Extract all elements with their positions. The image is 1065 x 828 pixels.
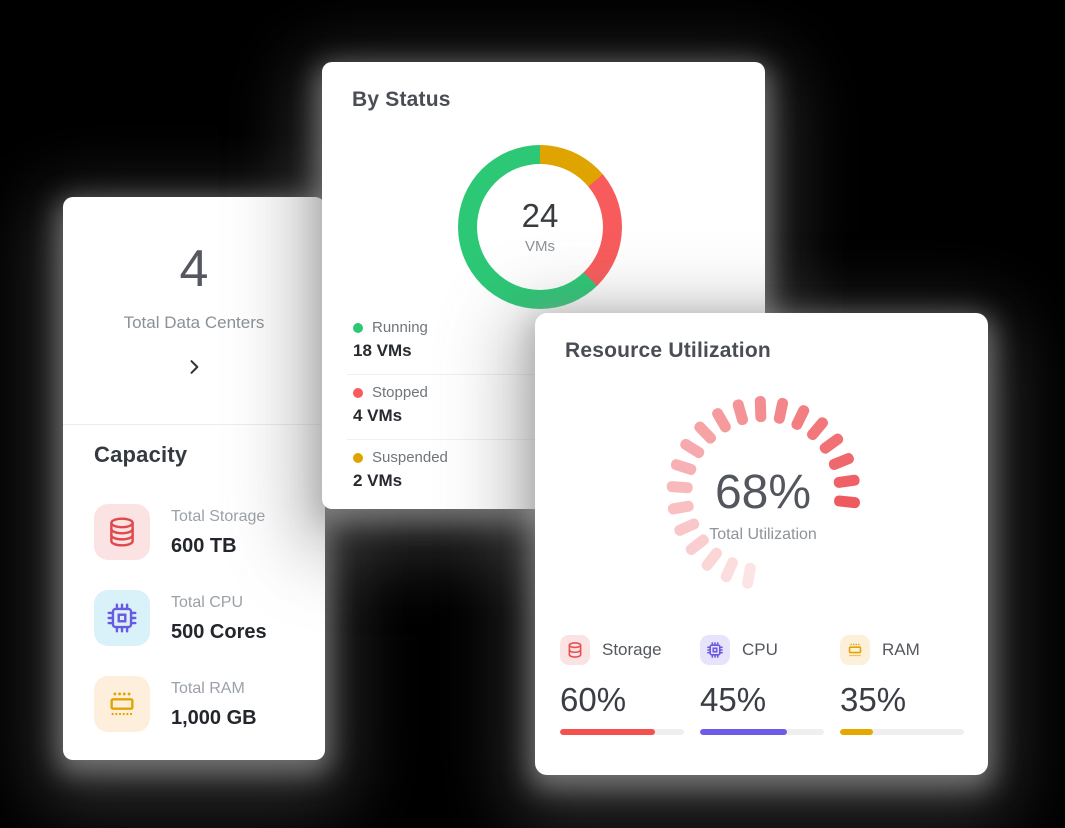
card-divider	[63, 424, 325, 425]
ram-icon	[840, 635, 870, 665]
metric-head: CPU	[700, 635, 824, 665]
capacity-label: Total Storage	[171, 508, 266, 525]
legend-value: 18 VMs	[353, 341, 412, 360]
ram-progress-fill	[840, 729, 874, 735]
database-icon	[560, 635, 590, 665]
database-icon	[94, 504, 150, 560]
gauge-tick	[691, 419, 718, 446]
gauge-value: 68%	[714, 466, 812, 519]
gauge-tick	[677, 436, 706, 461]
resource-utilization-card: Resource Utilization 68% Total Utilizati…	[535, 313, 988, 775]
running-status-dot	[353, 322, 363, 333]
gauge-tick	[730, 398, 749, 427]
gauge-tick	[833, 494, 861, 509]
legend-label: Stopped	[372, 384, 428, 401]
stopped-status-dot	[353, 387, 363, 398]
legend-value: 4 VMs	[353, 406, 403, 425]
total-data-centers-count: 4	[179, 240, 209, 298]
cpu-progress-fill	[700, 729, 787, 735]
legend-label: Suspended	[372, 449, 448, 466]
legend-head: Suspended	[353, 449, 739, 466]
capacity-list: Total Storage 600 TB Total CPU 500 Cores	[63, 504, 325, 732]
gauge-label: Total Utilization	[709, 526, 817, 543]
gauge-tick	[804, 415, 830, 443]
gauge-tick	[709, 406, 733, 435]
gauge-tick	[817, 431, 845, 456]
metric-value: 45%	[700, 681, 767, 718]
capacity-text: Total Storage 600 TB	[171, 504, 265, 560]
capacity-text: Total CPU 500 Cores	[171, 590, 267, 646]
capacity-row-ram: Total RAM 1,000 GB	[63, 676, 325, 732]
suspended-status-dot	[353, 452, 363, 463]
capacity-row-cpu: Total CPU 500 Cores	[63, 590, 325, 646]
gauge-center: 68% Total Utilization	[709, 469, 817, 544]
ram-progress-track	[840, 729, 964, 735]
cpu-icon	[94, 590, 150, 646]
legend-value: 2 VMs	[353, 471, 403, 490]
legend-row-suspended: Suspended 2 VMs	[347, 440, 739, 504]
utilization-metrics: Storage 60% CPU	[560, 635, 964, 735]
metric-value: 60%	[560, 681, 627, 718]
capacity-value: 1,000 GB	[171, 707, 257, 729]
legend-head: Stopped	[353, 384, 739, 401]
donut-center: 24 VMs	[477, 164, 603, 290]
cpu-icon	[700, 635, 730, 665]
gauge-tick	[826, 451, 855, 472]
legend-label: Running	[372, 319, 428, 336]
gauge-tick	[698, 545, 724, 573]
gauge-tick	[832, 474, 860, 489]
cpu-progress-track	[700, 729, 824, 735]
capacity-label: Total CPU	[171, 594, 244, 611]
metric-ram: RAM 35%	[840, 635, 964, 735]
gauge-tick	[669, 457, 698, 477]
metric-label: Storage	[602, 640, 662, 659]
ram-icon	[94, 676, 150, 732]
data-centers-detail-button[interactable]	[182, 355, 206, 379]
capacity-value: 500 Cores	[171, 621, 267, 643]
capacity-value: 600 TB	[171, 535, 237, 557]
metric-head: RAM	[840, 635, 964, 665]
gauge-tick	[665, 480, 693, 494]
gauge-tick	[666, 499, 695, 516]
capacity-text: Total RAM 1,000 GB	[171, 676, 257, 732]
data-centers-summary: 4 Total Data Centers	[63, 243, 325, 382]
gauge-tick	[683, 532, 711, 558]
donut-total-value: 24	[521, 197, 559, 234]
status-donut-chart: 24 VMs	[458, 145, 622, 309]
metric-head: Storage	[560, 635, 684, 665]
gauge-tick	[718, 555, 740, 584]
storage-progress-fill	[560, 729, 656, 735]
status-legend: Running 18 VMs Stopped 4 VMs Suspended 2…	[347, 310, 739, 504]
by-status-title: By Status	[352, 88, 451, 111]
chevron-right-icon	[190, 360, 199, 374]
gauge-tick	[754, 395, 767, 423]
total-data-centers-label: Total Data Centers	[123, 313, 265, 332]
data-centers-card: 4 Total Data Centers Capacity Tot	[63, 197, 325, 760]
gauge-tick	[672, 516, 701, 538]
gauge-tick	[789, 403, 811, 432]
metric-value: 35%	[840, 681, 907, 718]
gauge-tick	[772, 396, 789, 425]
metric-cpu: CPU 45%	[700, 635, 824, 735]
metric-label: CPU	[742, 640, 778, 659]
donut-total-label: VMs	[525, 238, 555, 255]
capacity-heading: Capacity	[94, 442, 188, 467]
capacity-label: Total RAM	[171, 680, 245, 697]
metric-label: RAM	[882, 640, 920, 659]
storage-progress-track	[560, 729, 684, 735]
gauge-tick	[740, 561, 757, 590]
resource-utilization-title: Resource Utilization	[565, 339, 771, 362]
capacity-row-storage: Total Storage 600 TB	[63, 504, 325, 560]
metric-storage: Storage 60%	[560, 635, 684, 735]
legend-head: Running	[353, 319, 739, 336]
